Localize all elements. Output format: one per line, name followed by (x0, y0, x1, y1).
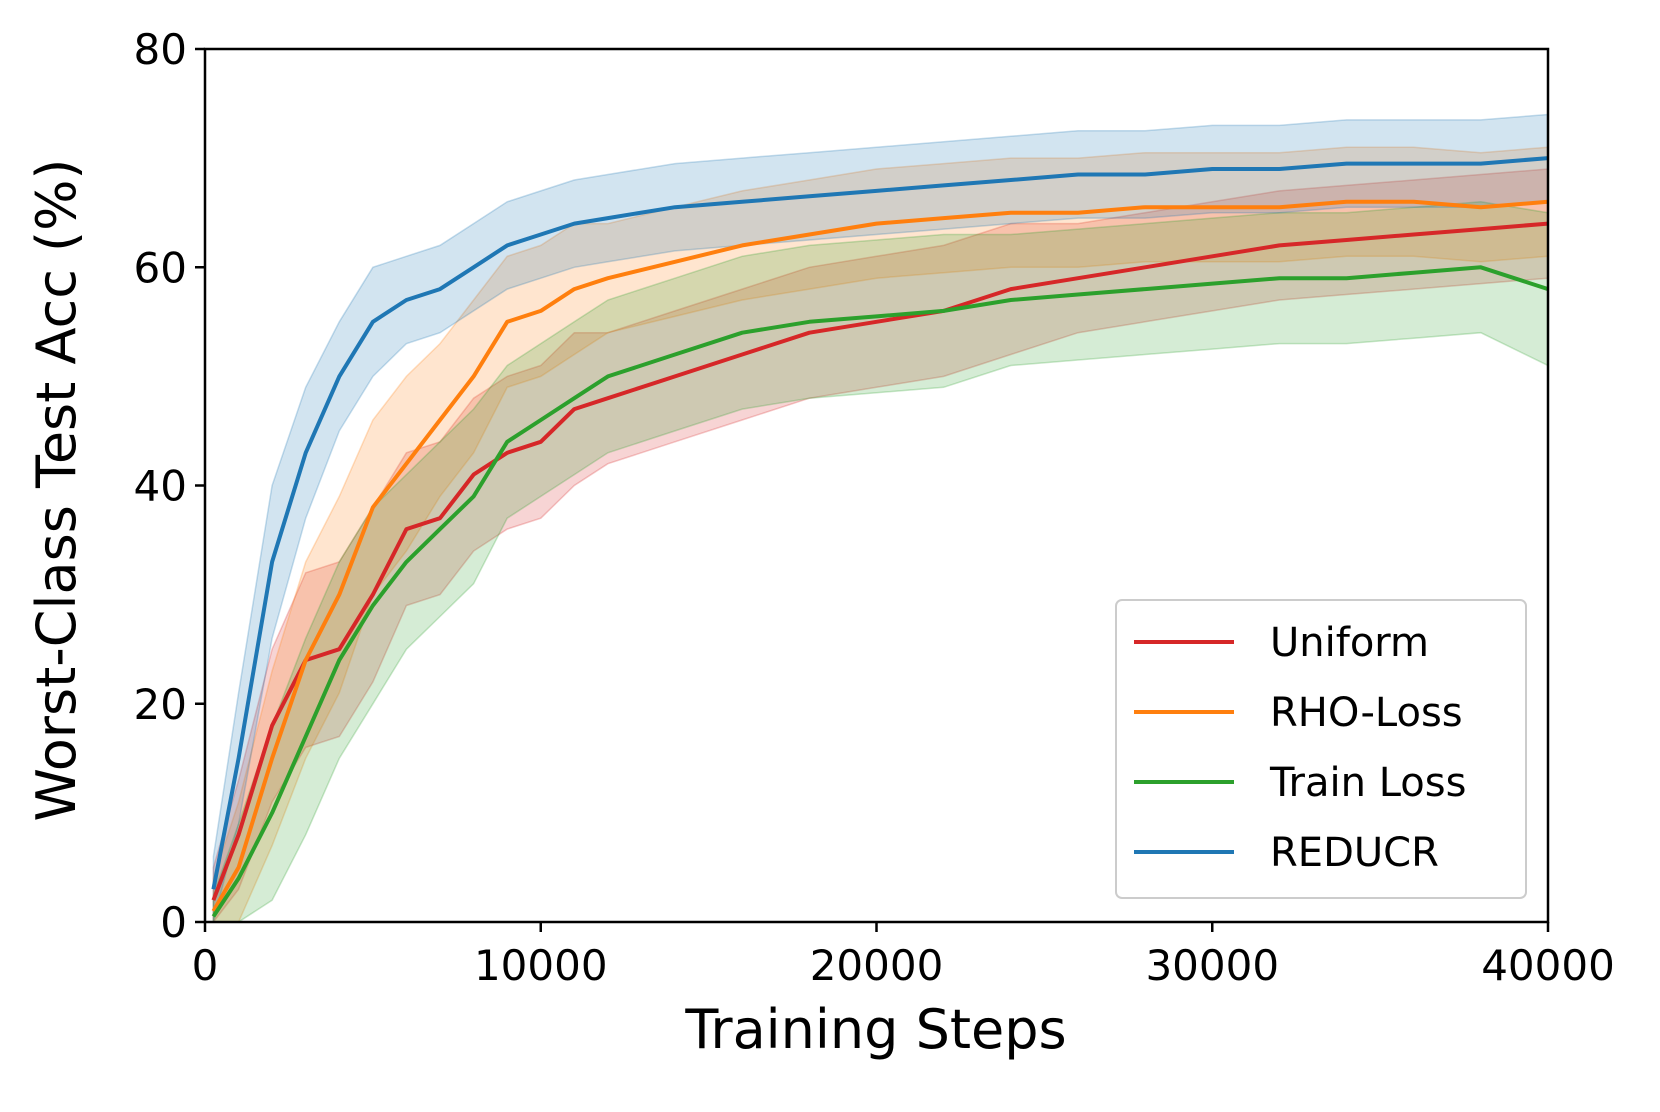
x-tick-label: 20000 (810, 941, 944, 990)
legend-label: Train Loss (1269, 760, 1466, 806)
y-tick-label: 0 (160, 898, 187, 947)
legend-box (1115, 599, 1527, 899)
x-tick-label: 40000 (1481, 941, 1615, 990)
y-tick-label: 60 (134, 243, 187, 292)
x-tick-label: 30000 (1145, 941, 1279, 990)
y-tick-label: 40 (134, 462, 187, 511)
tick-labels: 0 10000 20000 30000 40000 0 20 40 60 80 (134, 25, 1615, 990)
band-reducr (212, 113, 1548, 922)
x-tick-label: 10000 (474, 941, 608, 990)
legend-label: RHO-Loss (1270, 690, 1463, 736)
band-rho-loss (212, 146, 1548, 922)
y-tick-label: 20 (134, 680, 187, 729)
legend-label: REDUCR (1270, 830, 1439, 876)
line-rho-loss (211, 199, 1548, 913)
legend-item-uniform: Uniform (1134, 620, 1429, 666)
line-reducr (211, 156, 1548, 890)
series-lines (211, 156, 1548, 918)
legend-item-train-loss: Train Loss (1134, 760, 1466, 806)
legend-item-rho-loss: RHO-Loss (1134, 690, 1463, 736)
y-axis-label: Worst-Class Test Acc (%) (25, 159, 88, 822)
y-tick-label: 80 (134, 25, 187, 74)
legend-item-reducr: REDUCR (1134, 830, 1439, 876)
x-tick-label: 0 (192, 941, 219, 990)
x-axis-label: Training Steps (684, 998, 1066, 1061)
line-train-loss (211, 265, 1548, 918)
legend: Uniform RHO-Loss Train Loss REDUCR (1115, 599, 1527, 899)
band-train-loss (212, 201, 1548, 922)
legend-label: Uniform (1270, 620, 1429, 666)
line-uniform (211, 221, 1548, 901)
